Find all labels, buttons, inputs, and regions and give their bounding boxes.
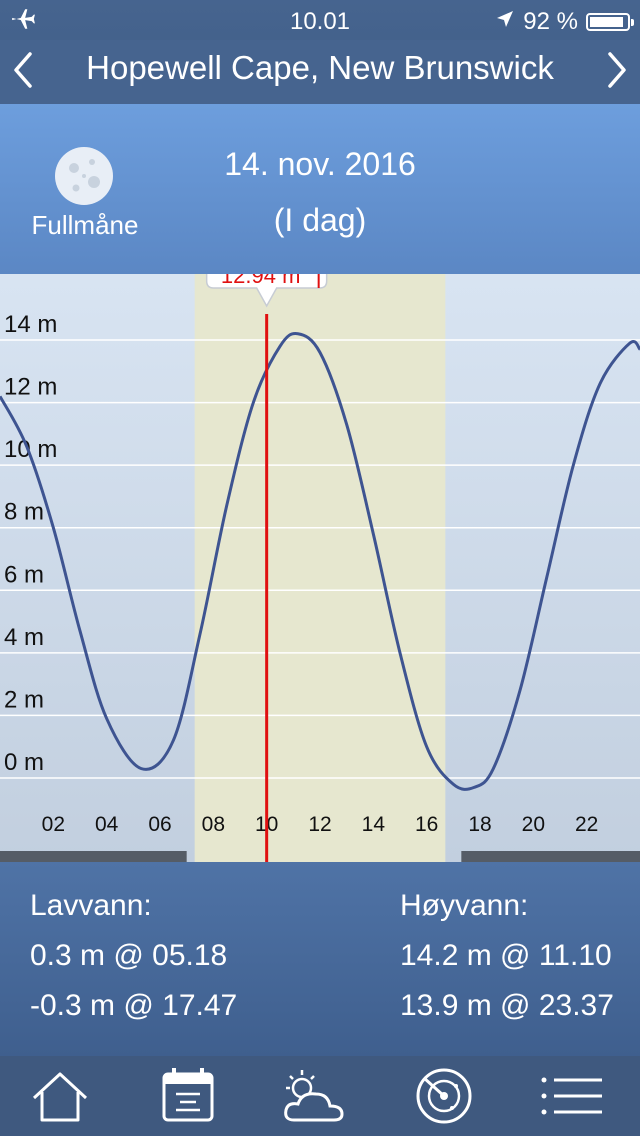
x-tick-label: 20 (522, 813, 545, 836)
tide-curve (0, 332, 640, 791)
home-icon[interactable] (20, 1064, 100, 1128)
x-tick-label: 14 (362, 813, 386, 836)
x-tick-label: 04 (95, 813, 119, 836)
y-tick-label: 0 m (4, 749, 44, 776)
night-bar (461, 851, 640, 862)
night-bar (0, 851, 187, 862)
tide-summary: Lavvann: 0.3 m @ 05.18 -0.3 m @ 17.47 Hø… (0, 862, 640, 1056)
status-time: 10.01 (289, 8, 351, 35)
radar-icon[interactable] (404, 1064, 484, 1128)
location-arrow-icon (495, 8, 515, 36)
y-tick-label: 6 m (4, 561, 44, 588)
daylight-band (194, 274, 446, 862)
y-tick-label: 14 m (4, 311, 57, 338)
chevron-left-icon[interactable] (4, 48, 44, 92)
high-water-label: Høyvann: (400, 889, 529, 922)
current-value-callout (205, 274, 328, 308)
location-title: Hopewell Cape, New Brunswick (86, 49, 554, 86)
rising-arrow-icon (317, 274, 320, 288)
x-tick-label: 06 (148, 813, 171, 836)
moon-phase-label: Fullmåne (31, 210, 139, 240)
weather-icon[interactable] (276, 1064, 356, 1128)
high-water-column: Høyvann: 14.2 m @ 11.10 13.9 m @ 23.37 (400, 886, 614, 1036)
x-tick-label: 18 (468, 813, 491, 836)
y-tick-label: 4 m (4, 624, 44, 651)
tab-bar (0, 1056, 640, 1136)
date-label: 14. nov. 2016 (224, 146, 416, 182)
x-tick-label: 02 (42, 813, 65, 836)
navigation-bar: Hopewell Cape, New Brunswick (0, 40, 640, 104)
low-water-column: Lavvann: 0.3 m @ 05.18 -0.3 m @ 17.47 (30, 886, 237, 1036)
high-water-entry: 13.9 m @ 23.37 (400, 989, 614, 1022)
battery-icon (586, 13, 634, 31)
x-tick-label: 22 (575, 813, 598, 836)
chevron-right-icon[interactable] (596, 48, 636, 92)
airplane-mode-icon (10, 6, 36, 39)
y-tick-label: 2 m (4, 686, 44, 713)
x-tick-label: 16 (415, 813, 438, 836)
low-water-label: Lavvann: (30, 889, 152, 922)
battery-percent: 92 % (523, 8, 578, 35)
high-water-entry: 14.2 m @ 11.10 (400, 939, 612, 972)
low-water-entry: 0.3 m @ 05.18 (30, 939, 228, 972)
calendar-icon[interactable] (148, 1064, 228, 1128)
x-tick-label: 08 (202, 813, 225, 836)
low-water-entry: -0.3 m @ 17.47 (30, 989, 238, 1022)
current-value-label: 12.94 m (221, 274, 301, 288)
y-tick-label: 8 m (4, 499, 44, 526)
list-icon[interactable] (532, 1064, 612, 1128)
x-tick-label: 12 (308, 813, 331, 836)
status-bar: 10.01 92 % (0, 0, 640, 40)
tide-chart[interactable]: 0 m2 m4 m6 m8 m10 m12 m14 m0204060810121… (0, 274, 640, 862)
full-moon-icon (54, 146, 114, 206)
today-label: (I dag) (273, 202, 367, 238)
y-tick-label: 12 m (4, 374, 57, 401)
